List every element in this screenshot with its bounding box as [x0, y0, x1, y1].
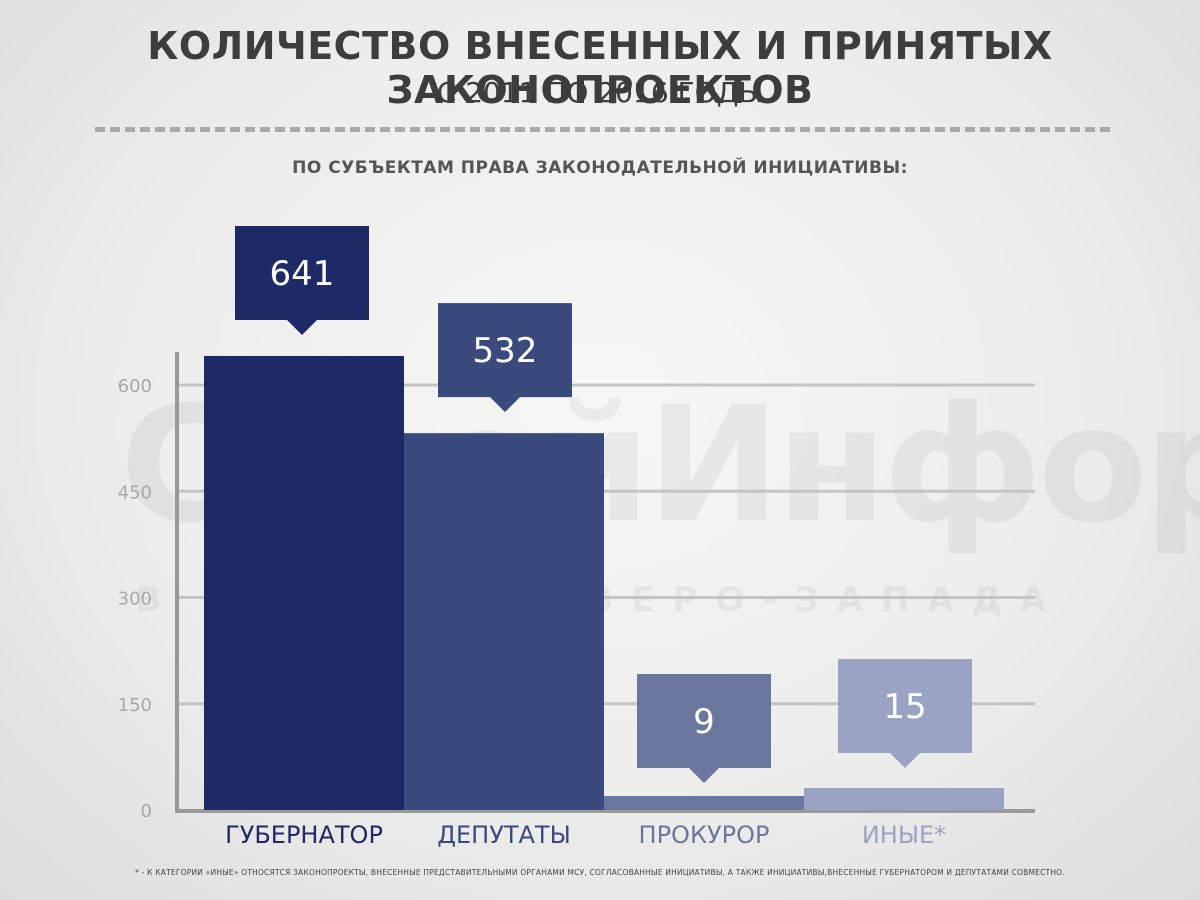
y-tick-label: 600 — [118, 376, 152, 397]
data-label: 15 — [883, 687, 926, 727]
chart-title: КОЛИЧЕСТВО ВНЕСЕННЫХ И ПРИНЯТЫХ ЗАКОНОПР… — [147, 24, 1053, 112]
data-label: 9 — [693, 702, 715, 742]
value-callout — [235, 225, 369, 335]
y-tick-label: 0 — [141, 801, 152, 822]
category-label: ДЕПУТАТЫ — [437, 821, 571, 849]
value-callout — [838, 659, 972, 768]
category-label: ГУБЕРНАТОР — [225, 821, 383, 849]
value-callout — [438, 303, 572, 413]
value-callout — [637, 674, 771, 783]
footnote: * - К КАТЕГОРИИ «ИНЫЕ» ОТНОСЯТСЯ ЗАКОНОП… — [135, 868, 1065, 877]
data-label: 532 — [473, 331, 538, 371]
category-label: ПРОКУРОР — [639, 821, 770, 849]
bar — [204, 355, 404, 810]
section-label: ПО СУБЪЕКТАМ ПРАВА ЗАКОНОДАТЕЛЬНОЙ ИНИЦИ… — [292, 158, 908, 178]
bar — [604, 796, 804, 810]
dashed-divider — [95, 127, 1110, 132]
bar — [404, 433, 604, 810]
data-label: 641 — [270, 254, 335, 294]
bar — [804, 788, 1004, 810]
category-label: ИНЫЕ* — [862, 821, 946, 849]
y-tick-label: 150 — [118, 695, 152, 716]
chart-subtitle: С 2011 ПО 2016 ГОДЫ — [436, 76, 764, 109]
y-tick-label: 450 — [118, 482, 152, 503]
y-tick-label: 300 — [118, 589, 152, 610]
